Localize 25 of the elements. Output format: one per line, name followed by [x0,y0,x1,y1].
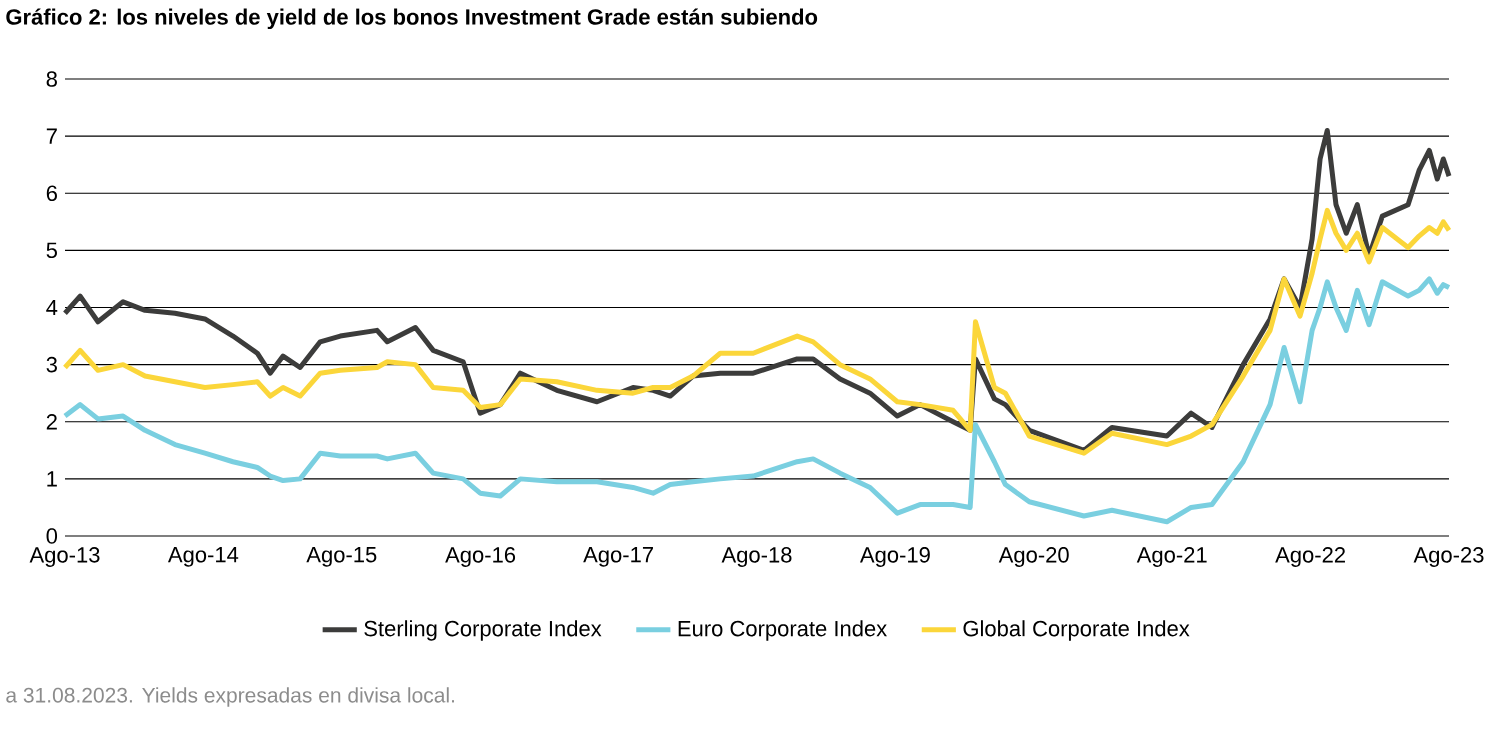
y-tick-label: 3 [46,356,57,373]
y-tick-label: 2 [46,414,57,430]
x-tick-label: Ago-13 [29,547,100,567]
x-tick-label: Ago-16 [445,547,516,567]
chart-title: Gráfico 2: los niveles de yield de los bonos Investment Grade están subiendo [6,8,818,30]
x-tick-label: Ago-18 [721,547,792,567]
x-tick-label: Ago-22 [1275,547,1345,567]
legend-label: Sterling Corporate Index [364,620,602,641]
x-tick-label: Ago-15 [306,547,377,567]
x-tick-label: Ago-20 [998,547,1069,567]
y-tick-label: 4 [46,299,58,316]
x-tick-label: Ago-19 [859,547,930,567]
y-tick-label: 7 [46,128,57,144]
y-tick-label: 0 [46,528,58,544]
y-tick-label: 5 [46,242,57,259]
x-tick-label: Ago-17 [583,547,653,567]
y-tick-label: 1 [47,471,57,487]
legend-label: Euro Corporate Index [678,620,887,641]
x-tick-label: Ago-14 [167,547,239,567]
text: a 31.08.2023. Yields expresadas en divisa local. [6,687,455,707]
x-tick-label: Ago-23 [1413,547,1484,567]
legend-label: Global Corporate Index [963,620,1190,641]
y-tick-label: 6 [46,185,57,202]
y-tick-label: 8 [46,71,57,87]
x-tick-label: Ago-21 [1136,547,1207,567]
